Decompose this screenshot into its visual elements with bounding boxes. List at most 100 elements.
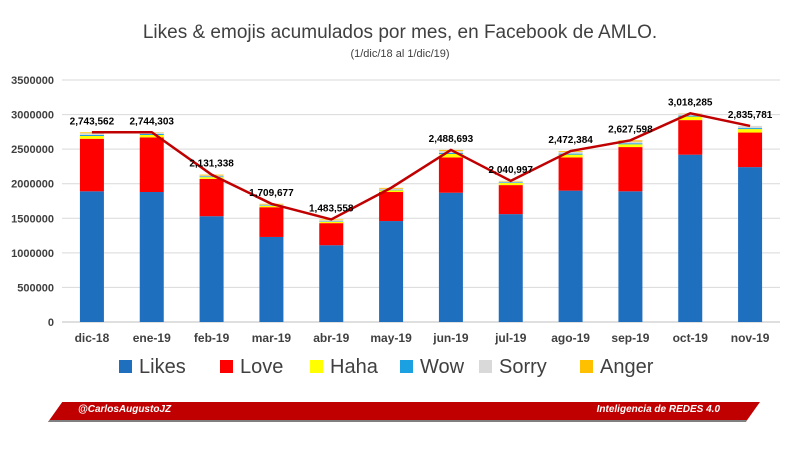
bar-segment-love: [678, 120, 703, 155]
bar-segment-haha: [438, 153, 463, 158]
bar-segment-likes: [438, 192, 463, 322]
y-tick-label: 3000000: [11, 110, 54, 122]
total-line: [91, 111, 751, 221]
legend-swatch-love: [220, 360, 233, 373]
bar-segment-likes: [738, 167, 763, 322]
bar-segment-haha: [498, 183, 523, 186]
legend-label-love: Love: [240, 356, 283, 378]
y-tick-label: 2500000: [11, 144, 54, 156]
legend-swatch-sorry: [479, 360, 492, 373]
bar-segment-wow: [79, 134, 104, 137]
bar-segment-likes: [319, 245, 344, 322]
legend-label-likes: Likes: [139, 356, 186, 378]
bar-segment-love: [498, 185, 523, 215]
bar-segment-haha: [558, 154, 583, 158]
chart-title: Likes & emojis acumulados por mes, en Fa…: [142, 22, 658, 43]
x-tick-label: ago-19: [551, 331, 590, 345]
x-tick-label: sep-19: [611, 331, 649, 345]
total-data-label: 2,627,598: [608, 124, 653, 135]
bar-segment-likes: [498, 214, 523, 322]
legend-label-wow: Wow: [420, 356, 465, 378]
bar-segment-love: [79, 138, 104, 192]
bar-segment-haha: [259, 205, 284, 208]
total-data-label: 2,488,693: [429, 134, 474, 145]
y-tick-label: 1500000: [11, 213, 54, 225]
bar-segment-sorry: [738, 125, 763, 129]
total-data-label: 3,018,285: [668, 97, 713, 108]
bar-segment-wow: [738, 128, 763, 130]
bar-segment-wow: [558, 153, 583, 155]
bar-segment-likes: [199, 216, 224, 322]
bar-segment-haha: [319, 221, 344, 224]
bar-segment-haha: [139, 134, 164, 138]
footer-brand: Inteligencia de REDES 4.0: [596, 404, 720, 415]
bar-segment-haha: [379, 190, 404, 193]
bar-segment-likes: [79, 191, 104, 322]
bar-segment-wow: [618, 143, 643, 145]
bar-segment-wow: [199, 176, 224, 178]
bar-segment-wow: [678, 115, 703, 117]
legend-swatch-likes: [119, 360, 132, 373]
bar-segment-haha: [618, 144, 643, 148]
footer-banner: @CarlosAugustoJZ Inteligencia de REDES 4…: [48, 402, 760, 422]
total-data-label: 2,743,562: [70, 116, 115, 127]
bar-segment-wow: [379, 189, 404, 191]
bar-segment-likes: [379, 221, 404, 322]
x-tick-label: oct-19: [673, 331, 709, 345]
bar-segment-wow: [319, 221, 344, 222]
bar-segment-haha: [678, 116, 703, 121]
total-data-label: 2,131,338: [189, 159, 234, 170]
bar-segment-love: [558, 157, 583, 191]
bar-segment-wow: [498, 182, 523, 184]
bar-segment-sorry: [558, 151, 583, 154]
bar-segment-likes: [139, 192, 164, 322]
total-data-label: 2,040,997: [489, 165, 534, 176]
y-tick-label: 0: [48, 317, 54, 329]
total-data-label: 1,483,558: [309, 203, 354, 214]
x-tick-label: mar-19: [252, 331, 292, 345]
x-tick-label: jun-19: [432, 331, 469, 345]
legend-swatch-haha: [310, 360, 323, 373]
total-data-label: 1,709,677: [249, 188, 294, 199]
total-data-label: 2,744,303: [130, 116, 175, 127]
bar-segment-love: [738, 132, 763, 168]
bar-segment-likes: [558, 190, 583, 322]
chart-subtitle: (1/dic/18 al 1/dic/19): [350, 48, 450, 60]
bar-segment-likes: [259, 236, 284, 322]
bar-segment-sorry: [618, 141, 643, 144]
x-tick-label: nov-19: [731, 331, 770, 345]
bar-segment-love: [139, 137, 164, 193]
legend-label-anger: Anger: [600, 356, 654, 378]
stacked-bar-chart: 0 500000 1000000 1500000 2000000 2500000 30000…: [11, 75, 780, 378]
legend-label-haha: Haha: [330, 356, 379, 378]
x-tick-label: feb-19: [194, 331, 230, 345]
total-data-label: 2,472,384: [548, 135, 593, 146]
x-tick-label: abr-19: [313, 331, 349, 345]
bar-segment-wow: [139, 133, 164, 135]
bar-segment-love: [319, 223, 344, 246]
bar-segment-anger: [79, 132, 104, 134]
legend-swatch-wow: [400, 360, 413, 373]
total-data-label: 2,835,781: [728, 110, 773, 121]
bar-segment-haha: [738, 129, 763, 133]
footer-author: @CarlosAugustoJZ: [78, 404, 172, 415]
y-tick-label: 2000000: [11, 179, 54, 191]
x-tick-label: may-19: [370, 331, 412, 345]
bar-segment-wow: [259, 205, 284, 206]
bar-segment-haha: [199, 177, 224, 179]
y-tick-label: 500000: [17, 282, 54, 294]
bar-segment-likes: [678, 154, 703, 322]
legend-label-sorry: Sorry: [499, 356, 547, 378]
bar-segment-love: [379, 192, 404, 222]
legend-swatch-anger: [580, 360, 593, 373]
bar-segment-love: [438, 157, 463, 193]
bar-segment-love: [618, 147, 643, 192]
y-tick-label: 1000000: [11, 248, 54, 260]
y-tick-label: 3500000: [11, 75, 54, 87]
bar-segment-likes: [618, 191, 643, 322]
x-tick-label: jul-19: [494, 331, 527, 345]
bar-segment-haha: [79, 136, 104, 139]
bar-segment-love: [259, 207, 284, 237]
bar-segment-sorry: [79, 133, 104, 135]
x-tick-label: dic-18: [75, 331, 110, 345]
